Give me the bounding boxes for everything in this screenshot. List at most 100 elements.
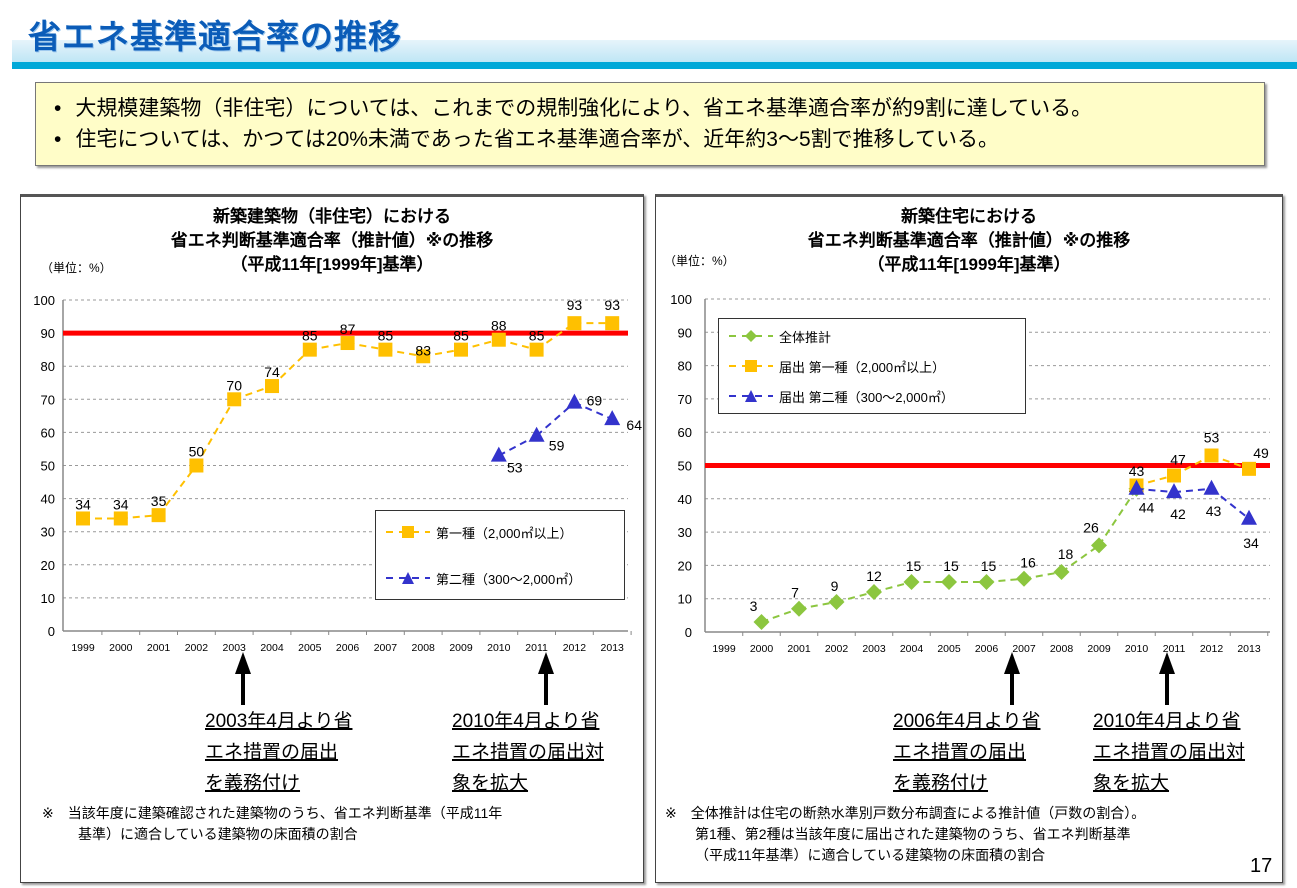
- series-line-segment: [1173, 487, 1212, 494]
- data-label: 64: [626, 417, 642, 433]
- page-title: 省エネ基準適合率の推移: [28, 18, 402, 55]
- square-marker-icon: [386, 526, 430, 538]
- x-tick-label: 2006: [975, 643, 999, 655]
- data-label: 93: [604, 297, 620, 313]
- y-tick-label: 60: [678, 425, 692, 440]
- data-point-square: [529, 342, 544, 357]
- annotation-2003: 2003年4月より省 エネ措置の届出 を義務付け: [205, 706, 352, 799]
- chart-title-line: （平成11年[1999年]基準）: [230, 255, 434, 274]
- data-label: 87: [340, 321, 356, 337]
- y-tick-label: 10: [41, 591, 55, 606]
- y-tick-label: 50: [41, 459, 55, 474]
- data-label: 85: [453, 328, 469, 344]
- series-line-segment: [573, 401, 613, 421]
- data-label: 26: [1083, 519, 1099, 535]
- title-band: [12, 40, 1297, 62]
- data-label: 15: [943, 558, 959, 574]
- data-label: 7: [791, 585, 799, 601]
- arrow-head-icon: [235, 652, 251, 674]
- x-tick-label: 2004: [260, 642, 284, 654]
- data-point-triangle: [604, 410, 621, 426]
- data-point-diamond: [903, 574, 920, 591]
- x-tick-label: 1999: [712, 643, 736, 655]
- x-tick-label: 2010: [487, 642, 511, 654]
- chart-title-line: 省エネ判断基準適合率（推計値）※の推移: [807, 231, 1131, 250]
- x-tick-label: 1999: [71, 642, 95, 654]
- data-label: 12: [866, 568, 882, 584]
- legend-label: 第二種（300～2,000㎡）: [436, 571, 582, 587]
- summary-bullet: 住宅については、かつては20%未満であった省エネ基準適合率が、近年約3～5割で推…: [54, 124, 1264, 155]
- data-label: 53: [507, 460, 523, 476]
- data-point-square: [567, 316, 582, 331]
- data-label: 42: [1170, 506, 1186, 522]
- series-line-segment: [271, 348, 311, 387]
- x-tick-label: 2008: [412, 642, 436, 654]
- data-label: 43: [1206, 503, 1222, 519]
- arrow-head-icon: [1004, 652, 1020, 674]
- series-line-segment: [1060, 544, 1100, 573]
- series-line-segment: [1210, 488, 1250, 520]
- data-label: 34: [75, 496, 91, 512]
- summary-box: 大規模建築物（非住宅）については、これまでの規制強化により、省エネ基準適合率が約…: [35, 82, 1265, 166]
- y-tick-label: 80: [678, 359, 692, 374]
- data-point-square: [605, 316, 620, 331]
- data-label: 70: [226, 377, 242, 393]
- legend-item-first-class: 届出 第一種（2,000㎡以上）: [719, 351, 1025, 381]
- data-point-square: [151, 508, 166, 523]
- annotation-line: 2003年4月より省: [205, 711, 353, 732]
- data-point-diamond: [1016, 570, 1032, 587]
- x-tick-label: 2002: [185, 642, 209, 654]
- x-tick-label: 2013: [601, 642, 625, 654]
- data-label: 18: [1058, 546, 1074, 562]
- data-label: 47: [1170, 451, 1186, 467]
- series-line-segment: [157, 464, 198, 516]
- x-tick-label: 2010: [1125, 643, 1149, 655]
- data-point-square: [1204, 448, 1219, 463]
- data-label: 88: [491, 318, 507, 334]
- data-point-diamond: [941, 574, 957, 591]
- legend-label: 届出 第二種（300～2,000㎡）: [779, 389, 954, 405]
- x-tick-label: 2001: [787, 643, 811, 655]
- data-point-square: [1242, 461, 1256, 476]
- annotation-line: エネ措置の届出対: [452, 742, 605, 763]
- annotation-2010: 2010年4月より省 エネ措置の届出対 象を拡大: [1093, 706, 1245, 799]
- y-tick-label: 30: [41, 525, 55, 540]
- x-tick-label: 2011: [525, 642, 548, 654]
- chart-title-line: （平成11年[1999年]基準）: [867, 255, 1071, 274]
- y-tick-label: 100: [33, 293, 55, 308]
- data-label: 83: [415, 342, 431, 358]
- legend-label: 届出 第一種（2,000㎡以上）: [779, 359, 946, 375]
- data-point-diamond: [1091, 537, 1107, 554]
- data-point-square: [189, 458, 204, 473]
- x-tick-label: 2007: [374, 642, 398, 654]
- data-label: 69: [587, 393, 603, 409]
- footnote-line: （平成11年基準）に適合している建築物の床面積の割合: [695, 847, 1046, 863]
- footnote: ※ 当該年度に建築確認された建築物のうち、省エネ判断基準（平成11年 基準）に適…: [42, 803, 502, 845]
- square-marker-icon: [729, 360, 773, 372]
- x-tick-label: 2008: [1050, 643, 1074, 655]
- x-tick-label: 2012: [1200, 643, 1224, 655]
- annotation-line: を義務付け: [893, 773, 989, 794]
- x-tick-label: 2005: [298, 642, 322, 654]
- y-tick-label: 30: [678, 525, 692, 540]
- data-label: 85: [378, 328, 394, 344]
- legend-label: 全体推計: [779, 329, 832, 345]
- y-tick-label: 100: [670, 292, 692, 307]
- page-number: 17: [1250, 855, 1273, 877]
- y-tick-label: 90: [678, 325, 692, 340]
- legend-item-first-class: 第一種（2,000㎡以上）: [376, 517, 624, 547]
- data-label: 35: [151, 493, 167, 509]
- data-point-triangle: [1166, 483, 1182, 499]
- data-label: 9: [831, 578, 839, 594]
- footnote-line: ※ 全体推計は住宅の断熱水準別戸数分布調査による推計値（戸数の割合）。: [665, 805, 1146, 821]
- chart-title: 新築建築物（非住宅）における 省エネ判断基準適合率（推計値）※の推移 （平成11…: [21, 205, 643, 277]
- data-point-square: [340, 336, 355, 351]
- y-tick-label: 70: [41, 392, 55, 407]
- data-label: 34: [113, 496, 129, 512]
- unit-label: （単位：%）: [664, 254, 735, 268]
- legend-item-second-class: 届出 第二種（300～2,000㎡）: [719, 381, 1025, 411]
- annotation-line: 2010年4月より省: [452, 711, 600, 732]
- data-point-diamond: [828, 594, 845, 611]
- data-label: 50: [189, 444, 205, 460]
